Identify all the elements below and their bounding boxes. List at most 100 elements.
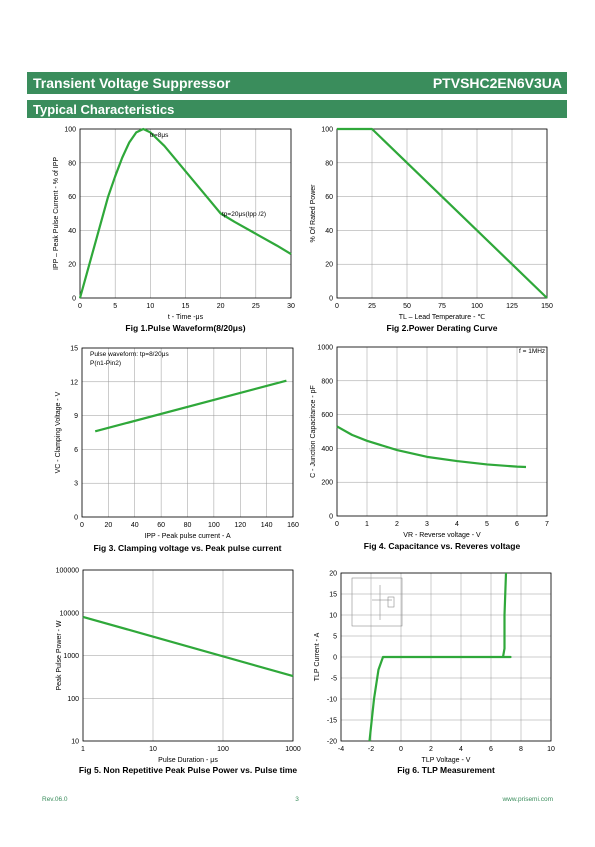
y-tick-label: 80 — [325, 160, 333, 167]
y-axis-label: Peak Pulse Power - W — [56, 620, 63, 690]
figure-caption: Fig 4. Capacitance vs. Reveres voltage — [364, 541, 521, 551]
y-tick-label: 200 — [321, 480, 333, 487]
x-tick-label: 4 — [455, 521, 459, 528]
x-tick-label: 5 — [485, 521, 489, 528]
x-tick-label: 160 — [287, 522, 299, 529]
y-tick-label: 0 — [74, 515, 78, 522]
y-tick-label: 60 — [68, 194, 76, 201]
y-tick-label: 100 — [64, 127, 76, 134]
plot-frame — [336, 346, 548, 517]
y-tick-label: 15 — [329, 592, 337, 599]
x-tick-label: 60 — [157, 522, 165, 529]
section-bar — [27, 100, 567, 118]
y-tick-label: 20 — [329, 571, 337, 578]
x-tick-label: 10 — [146, 303, 154, 310]
annotation: f = 1MHz — [519, 348, 545, 355]
annotation: tp=20μs(Ipp /2) — [222, 211, 266, 218]
x-tick-label: 1 — [365, 521, 369, 528]
x-axis-label: IPP - Peak pulse current - A — [144, 533, 231, 540]
x-axis-label: VR - Reverse voltage - V — [403, 532, 481, 539]
data-line — [94, 379, 287, 433]
x-tick-label: 25 — [368, 303, 376, 310]
data-line — [368, 572, 512, 742]
y-tick-label: 10 — [71, 739, 79, 746]
plot-frame — [82, 569, 294, 742]
x-tick-label: 20 — [217, 303, 225, 310]
x-tick-label: 6 — [515, 521, 519, 528]
y-tick-label: 100 — [321, 127, 333, 134]
x-axis-label: Pulse Duration - μs — [158, 757, 218, 764]
data-line — [78, 127, 292, 299]
footer-rev: Rev.06.0 — [42, 796, 68, 803]
x-tick-label: 7 — [545, 521, 549, 528]
x-tick-label: 100 — [208, 522, 220, 529]
figure-caption: Fig 2.Power Derating Curve — [387, 323, 498, 333]
y-tick-label: 9 — [74, 413, 78, 420]
x-tick-label: 40 — [131, 522, 139, 529]
y-tick-label: 12 — [70, 379, 78, 386]
x-tick-label: 140 — [261, 522, 273, 529]
x-tick-label: 100 — [217, 746, 229, 753]
y-tick-label: 400 — [321, 446, 333, 453]
data-line — [337, 127, 548, 299]
x-tick-label: 3 — [425, 521, 429, 528]
x-tick-label: 1000 — [285, 746, 301, 753]
y-tick-label: 0 — [329, 514, 333, 521]
x-tick-label: -2 — [368, 746, 374, 753]
y-tick-label: 0 — [72, 296, 76, 303]
x-axis-label: TLP Voltage - V — [422, 757, 471, 764]
y-tick-label: 60 — [325, 194, 333, 201]
y-axis-label: VC - Clamping Voltage - V — [55, 391, 62, 473]
y-tick-label: -15 — [327, 718, 337, 725]
x-tick-label: 150 — [541, 303, 553, 310]
y-tick-label: 1000 — [63, 653, 79, 660]
y-axis-label: % Of Rated Power — [310, 184, 317, 243]
y-tick-label: 6 — [74, 447, 78, 454]
x-tick-label: 50 — [403, 303, 411, 310]
y-tick-label: 1000 — [317, 345, 333, 352]
y-tick-label: 20 — [325, 262, 333, 269]
x-tick-label: 10 — [547, 746, 555, 753]
x-axis-label: t - Time -μs — [168, 314, 204, 321]
x-tick-label: 15 — [182, 303, 190, 310]
x-tick-label: 5 — [113, 303, 117, 310]
y-tick-label: 100000 — [56, 568, 79, 575]
figure-caption: Fig 3. Clamping voltage vs. Peak pulse c… — [93, 543, 281, 553]
y-axis-label: IPP – Peak Pulse Current - % of IPP — [53, 157, 60, 270]
y-tick-label: 3 — [74, 481, 78, 488]
plot-frame — [336, 128, 548, 299]
y-tick-label: 20 — [68, 262, 76, 269]
x-axis-label: TL – Lead Temperature - ℃ — [399, 314, 486, 321]
x-tick-label: 100 — [471, 303, 483, 310]
x-tick-label: 10 — [149, 746, 157, 753]
figure-caption: Fig 6. TLP Measurement — [397, 765, 495, 775]
plot-frame — [79, 128, 292, 299]
y-tick-label: 5 — [333, 634, 337, 641]
data-line — [82, 615, 294, 678]
x-tick-label: 1 — [81, 746, 85, 753]
y-axis-label: TLP Current - A — [314, 632, 321, 681]
x-tick-label: -4 — [338, 746, 344, 753]
x-tick-label: 0 — [335, 303, 339, 310]
annotation: tr=8μs — [150, 132, 169, 139]
x-tick-label: 0 — [399, 746, 403, 753]
annotation: Pulse waveform: tp=8/20μs — [90, 351, 169, 358]
figure-caption: Fig 5. Non Repetitive Peak Pulse Power v… — [79, 765, 298, 775]
tlp-inset — [351, 577, 403, 627]
x-tick-label: 6 — [489, 746, 493, 753]
x-tick-label: 8 — [519, 746, 523, 753]
footer-site: www.prisemi.com — [501, 796, 553, 803]
x-tick-label: 0 — [335, 521, 339, 528]
x-tick-label: 4 — [459, 746, 463, 753]
annotation: P(n1-Pin2) — [90, 360, 121, 367]
x-tick-label: 125 — [506, 303, 518, 310]
section-title: Typical Characteristics — [33, 102, 174, 117]
x-tick-label: 0 — [78, 303, 82, 310]
plot-frame — [340, 572, 552, 742]
y-tick-label: 40 — [68, 228, 76, 235]
header-bar — [27, 72, 567, 94]
y-tick-label: 100 — [67, 696, 79, 703]
x-tick-label: 20 — [104, 522, 112, 529]
x-tick-label: 80 — [184, 522, 192, 529]
